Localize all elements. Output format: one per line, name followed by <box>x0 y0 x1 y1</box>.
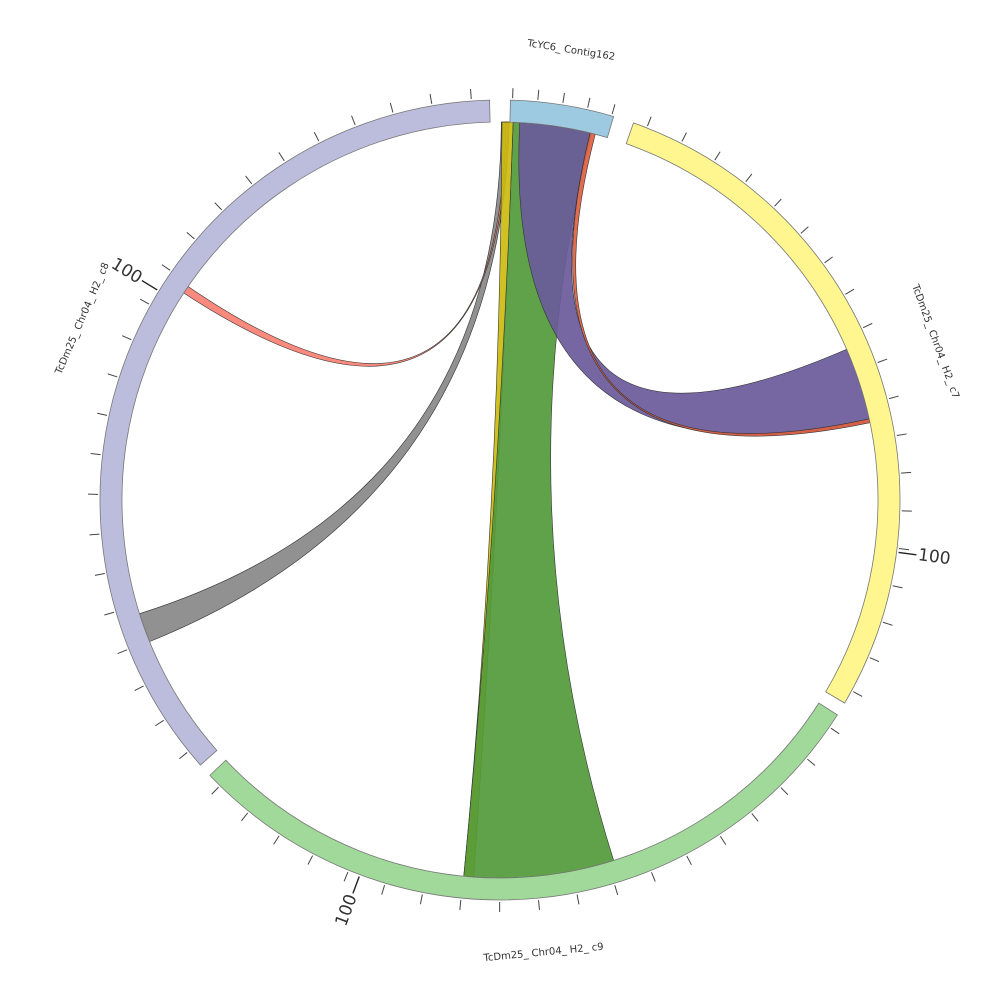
tick-c7 <box>877 358 888 363</box>
tick-c8 <box>155 719 165 727</box>
tick-c9 <box>780 787 789 796</box>
tick-c7 <box>845 288 855 295</box>
tick-c8 <box>351 115 356 126</box>
major-tick-label-c8: 100 <box>107 254 145 288</box>
tick-c9 <box>614 885 619 895</box>
tick-c9 <box>830 727 840 735</box>
tick-c8 <box>470 89 472 100</box>
segment-arc-c7 <box>625 122 901 704</box>
tick-c9 <box>751 813 759 822</box>
tick-c7 <box>745 173 753 183</box>
tick-c7 <box>862 322 873 329</box>
tick-layer <box>88 88 917 913</box>
tick-c9 <box>211 786 219 795</box>
tick-c7 <box>892 585 903 589</box>
tick-c8 <box>104 611 115 616</box>
segment-label-c7: TcDm25_ Chr04_ H2_ c7 <box>909 282 961 400</box>
tick-c8 <box>107 373 118 378</box>
tick-c9 <box>273 835 280 845</box>
tick-c8 <box>117 649 128 655</box>
segment-arc-contig162 <box>509 99 615 139</box>
major-tick-c7 <box>898 551 917 556</box>
tick-c8 <box>389 102 394 113</box>
tick-c7 <box>681 132 687 142</box>
tick-c7 <box>901 471 912 474</box>
tick-c8 <box>161 264 171 271</box>
major-tick-label-c7: 100 <box>917 545 952 569</box>
tick-c8 <box>90 452 101 456</box>
tick-c8 <box>429 93 433 104</box>
ribbon-layer <box>139 121 871 879</box>
segment-label-c8: TcDm25_ Chr04_ H2_ c8 <box>53 261 112 377</box>
segment-arc-c9 <box>209 702 838 901</box>
tick-c8 <box>121 335 132 341</box>
major-tick-c9 <box>352 876 360 894</box>
tick-contig162 <box>537 89 540 100</box>
tick-c8 <box>140 298 150 305</box>
tick-c9 <box>419 894 423 905</box>
tick-c8 <box>179 752 188 760</box>
segment-label-contig162: TcYC6_ Contig162 <box>526 38 616 63</box>
tick-contig162 <box>562 92 565 104</box>
major-tick-label-c9: 100 <box>332 892 362 929</box>
tick-c7 <box>888 395 899 400</box>
tick-contig162 <box>587 97 591 108</box>
tick-c9 <box>576 894 580 905</box>
ribbon-link-0 <box>139 121 510 642</box>
major-tick-c8 <box>141 279 158 291</box>
tick-c7 <box>896 433 907 437</box>
tick-c8 <box>134 685 144 692</box>
tick-c8 <box>214 202 223 211</box>
tick-c7 <box>714 151 721 161</box>
tick-c8 <box>278 152 285 162</box>
tick-c7 <box>899 548 910 551</box>
tick-c8 <box>245 175 253 185</box>
tick-c8 <box>97 412 108 416</box>
tick-c9 <box>381 884 386 895</box>
tick-c7 <box>800 226 809 234</box>
tick-c9 <box>343 871 349 882</box>
tick-c7 <box>646 116 652 127</box>
tick-c8 <box>94 573 105 576</box>
tick-c9 <box>651 872 656 882</box>
tick-c8 <box>186 231 195 240</box>
tick-c9 <box>719 835 727 845</box>
tick-c9 <box>307 855 314 865</box>
tick-c7 <box>882 621 893 626</box>
tick-c9 <box>538 900 540 911</box>
segment-arc-layer <box>99 99 901 901</box>
tick-c8 <box>313 132 320 142</box>
tick-c9 <box>807 758 816 766</box>
tick-c7 <box>853 691 863 697</box>
tick-c9 <box>686 855 692 866</box>
tick-c9 <box>459 900 462 911</box>
ribbon-link-1 <box>183 121 509 367</box>
segment-label-c9: TcDm25_ Chr04_ H2_ c9 <box>482 942 604 965</box>
segment-arc-c8 <box>99 99 491 766</box>
tick-contig162 <box>611 104 616 115</box>
tick-c7 <box>774 198 782 207</box>
tick-c8 <box>89 533 100 536</box>
tick-c7 <box>869 657 880 663</box>
tick-c9 <box>241 812 249 822</box>
tick-c7 <box>824 256 833 264</box>
